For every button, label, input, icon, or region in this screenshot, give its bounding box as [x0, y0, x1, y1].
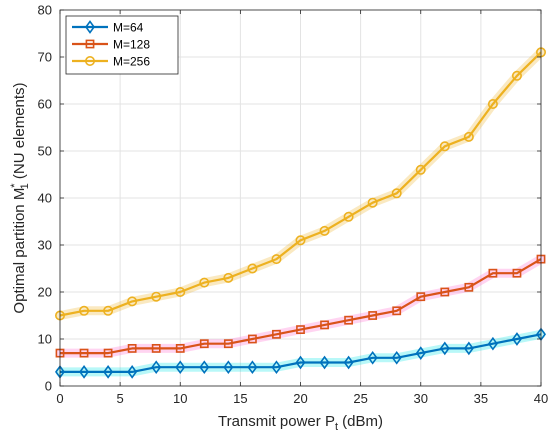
data-point: [392, 306, 402, 316]
x-tick-label: 40: [534, 391, 548, 406]
data-point: [487, 336, 498, 351]
data-point: [151, 291, 162, 302]
data-point: [223, 339, 233, 349]
data-point: [367, 350, 378, 365]
data-point: [463, 341, 474, 356]
legend-entry: M=128: [72, 38, 150, 52]
data-point: [320, 320, 329, 330]
x-tick-label: 20: [293, 391, 307, 406]
data-point: [439, 141, 450, 152]
series-line: [60, 258, 542, 355]
data-point: [248, 334, 257, 344]
data-point: [319, 355, 330, 370]
data-point: [175, 286, 186, 297]
data-point: [488, 268, 498, 278]
legend-entry: M=64: [72, 20, 144, 35]
data-point: [151, 360, 162, 375]
data-point: [511, 70, 522, 81]
x-axis-label: Transmit power Pt (dBm): [218, 413, 383, 433]
data-point: [151, 343, 161, 353]
data-point: [391, 188, 402, 199]
data-point: [127, 365, 138, 379]
y-tick-label: 20: [38, 285, 52, 300]
axis-ticks: 0 5 10 15 20 25 30 35 40 0 10 20 30 40 50 60 70 80: [38, 3, 549, 407]
data-point: [175, 360, 186, 375]
data-point: [271, 360, 282, 375]
y-tick-label: 0: [45, 379, 52, 394]
x-tick-label: 25: [353, 391, 367, 406]
data-point: [295, 355, 306, 370]
data-point: [487, 99, 498, 110]
data-point: [416, 292, 426, 302]
data-point: [344, 315, 353, 325]
series-diamond: [55, 327, 546, 379]
series-circle: [54, 47, 546, 321]
legend-marker: [85, 39, 95, 49]
series-line: [60, 333, 542, 373]
data-point: [103, 348, 113, 358]
data-point: [223, 272, 234, 283]
data-point: [175, 343, 185, 353]
x-tick-label: 35: [474, 391, 488, 406]
data-point: [127, 343, 137, 353]
series-layer: [54, 47, 546, 379]
data-point: [463, 131, 474, 142]
x-tick-label: 15: [233, 391, 247, 406]
data-point: [296, 325, 305, 334]
y-tick-label: 60: [38, 97, 52, 112]
data-point: [391, 350, 402, 365]
x-tick-label: 0: [56, 391, 63, 406]
data-point: [199, 339, 209, 349]
data-point: [247, 263, 258, 274]
data-point: [79, 348, 89, 358]
data-point: [367, 197, 378, 208]
y-tick-label: 70: [38, 50, 52, 65]
data-point: [247, 360, 258, 375]
data-point: [272, 329, 281, 339]
legend-label: M=128: [113, 38, 150, 52]
legend-label: M=256: [113, 55, 150, 69]
data-point: [199, 277, 210, 288]
data-point: [319, 225, 330, 236]
data-point: [199, 360, 210, 375]
data-point: [79, 305, 90, 316]
legend-label: M=64: [113, 21, 144, 35]
x-tick-label: 10: [173, 391, 187, 406]
legend-marker: [85, 55, 96, 66]
y-tick-label: 80: [38, 3, 52, 18]
data-point: [512, 268, 522, 278]
data-point: [368, 311, 378, 320]
data-point: [511, 332, 522, 346]
series-line: [59, 51, 542, 317]
data-point: [103, 305, 114, 316]
y-tick-label: 50: [38, 144, 52, 159]
x-tick-label: 30: [414, 391, 428, 406]
data-point: [127, 296, 138, 307]
data-point: [439, 341, 450, 356]
data-point: [271, 254, 282, 265]
legend-marker: [85, 20, 95, 34]
data-point: [415, 164, 426, 175]
data-point: [440, 287, 450, 297]
data-point: [103, 365, 114, 379]
legend: M=64 M=128 M=256: [65, 15, 179, 75]
data-point: [295, 235, 306, 246]
data-point: [79, 365, 90, 379]
data-point: [343, 211, 354, 222]
data-point: [343, 355, 354, 370]
y-tick-label: 30: [38, 238, 52, 253]
y-axis-label: Optimal partition M*1 (NU elements): [9, 82, 31, 313]
data-point: [415, 346, 426, 360]
data-point: [223, 360, 234, 375]
legend-entry: M=256: [72, 55, 150, 69]
y-tick-label: 40: [38, 191, 52, 206]
x-tick-label: 5: [117, 391, 124, 406]
data-point: [464, 282, 474, 292]
y-tick-label: 10: [38, 332, 52, 347]
